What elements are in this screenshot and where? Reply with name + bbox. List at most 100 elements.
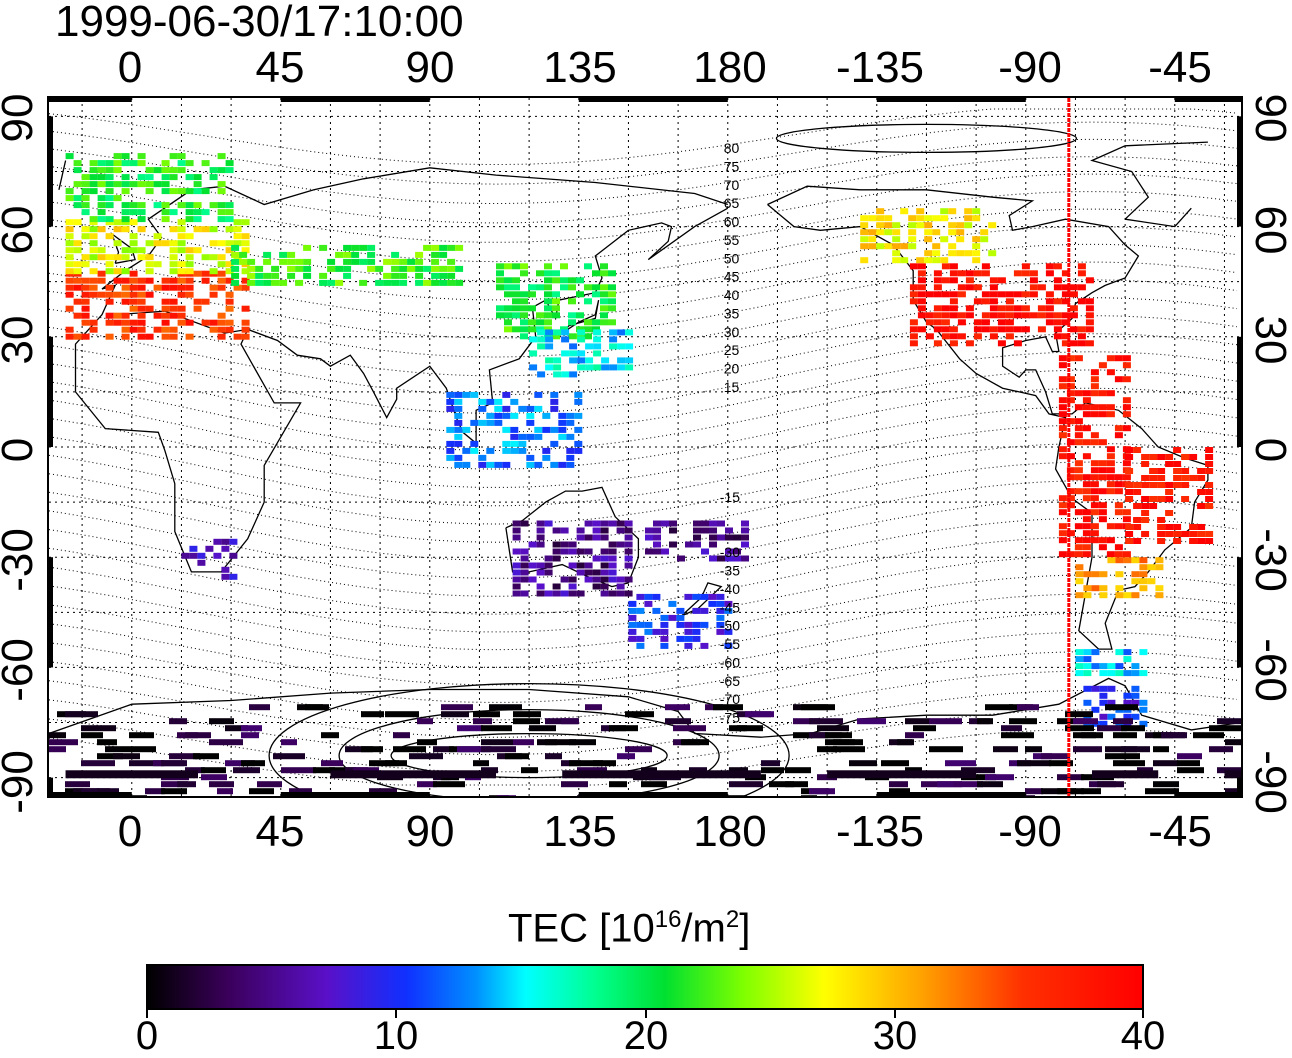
tec-pixel	[281, 739, 297, 746]
tec-pixel	[105, 181, 114, 188]
tec-pixel	[1123, 670, 1132, 677]
tec-pixel	[225, 298, 234, 305]
tec-pixel	[624, 527, 633, 534]
tec-pixel	[997, 277, 1006, 284]
tec-pixel	[608, 291, 616, 298]
tec-pixel	[1099, 699, 1108, 706]
tec-pixel	[137, 277, 146, 284]
tec-pixel	[741, 541, 749, 548]
tec-pixel	[528, 284, 536, 291]
tec-pixel	[624, 555, 633, 562]
tec-pixel	[1083, 571, 1092, 578]
tec-pixel	[965, 305, 974, 312]
tec-pixel	[415, 279, 424, 286]
tec-pixel	[1157, 517, 1166, 523]
tec-pixel	[231, 279, 240, 286]
tec-pixel	[545, 357, 554, 364]
magnetic-contour	[49, 651, 1238, 721]
tec-pixel	[520, 312, 528, 319]
tec-pixel	[189, 552, 198, 559]
tec-pixel	[512, 263, 520, 270]
tec-pixel	[592, 534, 601, 541]
tec-pixel	[289, 788, 312, 795]
tec-pixel	[193, 216, 202, 223]
tec-pixel	[576, 569, 585, 576]
tec-pixel	[908, 229, 917, 236]
tec-pixel	[544, 520, 553, 527]
tec-pixel	[417, 718, 433, 725]
tec-pixel	[137, 174, 146, 181]
tec-map-svg: 8075706560555045403530252015-15-30-35-40…	[49, 98, 1241, 796]
x-tick-top: 0	[117, 43, 143, 92]
tec-pixel	[584, 284, 592, 291]
tec-pixel	[673, 725, 706, 732]
tec-pixel	[169, 298, 178, 305]
tec-pixel	[1107, 699, 1116, 706]
tec-pixel	[97, 291, 106, 298]
tec-pixel	[1141, 510, 1150, 516]
tec-pixel	[137, 216, 146, 223]
tec-pixel	[924, 222, 933, 229]
tec-pixel	[185, 174, 194, 181]
tec-pixel	[644, 628, 653, 635]
frame-bar	[49, 557, 53, 668]
tec-pixel	[909, 284, 918, 291]
x-tick-top: -135	[835, 43, 925, 92]
tec-pixel	[1205, 538, 1214, 544]
tec-pixel	[1066, 551, 1075, 558]
tec-pixel	[925, 319, 934, 326]
tec-pixel	[1098, 467, 1107, 474]
tec-pixel	[385, 760, 407, 767]
tec-pixel	[1082, 537, 1091, 544]
tec-pixel	[81, 312, 90, 319]
tec-pixel	[592, 284, 600, 291]
tec-pixel	[1205, 496, 1214, 502]
tec-pixel	[1021, 291, 1030, 298]
tec-pixel	[89, 174, 98, 181]
tec-pixel	[600, 312, 608, 319]
tec-pixel	[977, 718, 993, 725]
tec-pixel	[617, 753, 635, 760]
tec-pixel	[645, 548, 653, 555]
tec-pixel	[692, 621, 701, 628]
tec-pixel	[701, 520, 709, 527]
tec-pixel	[1125, 468, 1134, 474]
tec-pixel	[113, 268, 122, 275]
tec-pixel	[941, 333, 950, 340]
tec-pixel	[628, 628, 637, 635]
tec-pixel	[609, 364, 618, 371]
tec-pixel	[545, 329, 554, 336]
tec-pixel	[197, 552, 206, 559]
tec-pixel	[1106, 467, 1115, 474]
tec-pixel	[201, 319, 210, 326]
tec-pixel	[1157, 524, 1166, 530]
tec-pixel	[616, 520, 625, 527]
tec-pixel	[504, 284, 512, 291]
tec-pixel	[113, 153, 122, 160]
y-tick-right: 30	[1246, 315, 1292, 365]
tec-pixel	[185, 333, 194, 340]
tec-pixel	[941, 291, 950, 298]
tec-pixel	[1013, 312, 1022, 319]
tec-pixel	[584, 576, 593, 583]
tec-pixel	[544, 555, 553, 562]
tec-pixel	[568, 312, 576, 319]
tec-pixel	[585, 343, 594, 350]
tec-pixel	[884, 243, 893, 250]
tec-pixel	[1083, 663, 1092, 670]
tec-pixel	[481, 725, 512, 732]
tec-pixel	[169, 268, 178, 275]
tec-pixel	[439, 251, 448, 258]
tec-pixel	[1085, 305, 1094, 312]
tec-pixel	[1133, 482, 1142, 488]
tec-pixel	[1106, 411, 1115, 418]
tec-pixel	[1115, 670, 1124, 677]
tec-pixel	[177, 312, 186, 319]
tec-pixel	[1049, 760, 1073, 767]
tec-pixel	[1090, 376, 1099, 383]
y-tick-left: 0	[0, 438, 42, 462]
tec-pixel	[709, 555, 717, 562]
tec-pixel	[1021, 263, 1030, 270]
tec-pixel	[65, 247, 74, 254]
tec-pixel	[1053, 319, 1062, 326]
